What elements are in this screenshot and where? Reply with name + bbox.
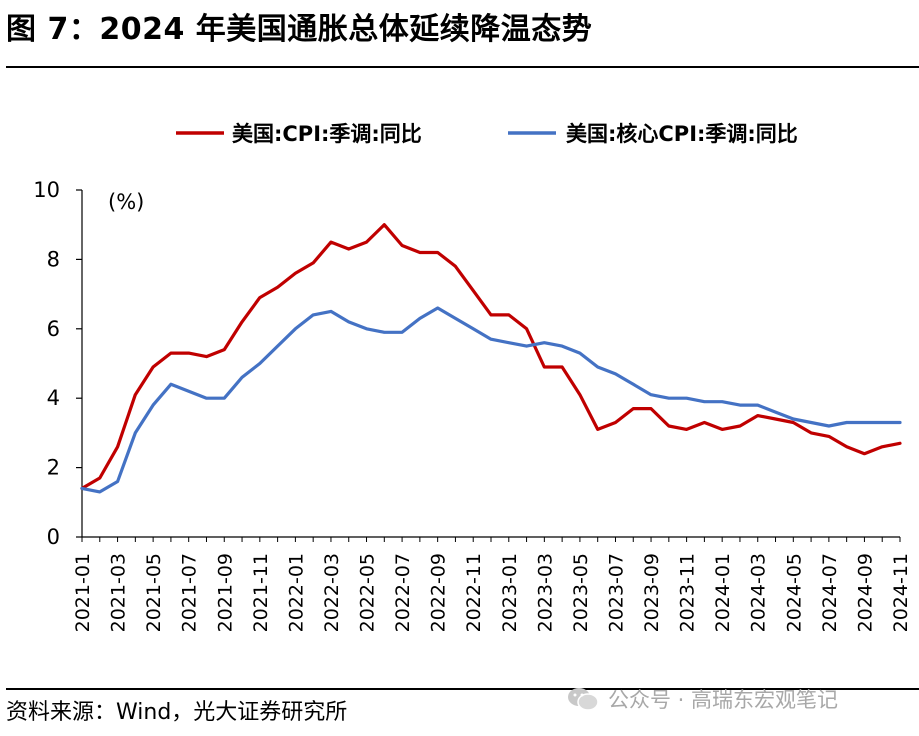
top-rule bbox=[6, 66, 919, 68]
legend-label-core-cpi: 美国:核心CPI:季调:同比 bbox=[566, 122, 798, 146]
chart-legend: 美国:CPI:季调:同比 美国:核心CPI:季调:同比 bbox=[176, 122, 798, 146]
x-tick-label: 2023-01 bbox=[499, 553, 521, 632]
x-tick-label: 2021-01 bbox=[72, 553, 94, 632]
chart-series bbox=[80, 223, 902, 494]
x-tick-label: 2021-07 bbox=[179, 553, 201, 632]
x-tick-label: 2022-03 bbox=[321, 553, 343, 632]
y-tick-label: 6 bbox=[47, 317, 60, 341]
x-tick-label: 2022-09 bbox=[428, 553, 450, 632]
x-tick-label: 2024-05 bbox=[783, 553, 805, 632]
y-unit-label: (%) bbox=[108, 190, 144, 214]
x-tick-label: 2021-05 bbox=[143, 553, 165, 632]
source-note: 资料来源：Wind，光大证券研究所 bbox=[6, 700, 348, 725]
y-tick-label: 4 bbox=[47, 386, 60, 410]
x-tick-label: 2024-07 bbox=[819, 553, 841, 632]
watermark: 公众号 · 高瑞东宏观笔记 bbox=[566, 684, 838, 714]
x-tick-label: 2022-01 bbox=[285, 553, 307, 632]
y-tick-label: 0 bbox=[47, 525, 60, 549]
x-tick-label: 2024-03 bbox=[748, 553, 770, 632]
x-tick-label: 2022-11 bbox=[463, 553, 485, 632]
y-tick-label: 10 bbox=[33, 178, 60, 202]
x-tick-label: 2021-09 bbox=[214, 553, 236, 632]
x-tick-label: 2024-11 bbox=[890, 553, 912, 632]
wechat-icon bbox=[568, 688, 599, 711]
y-tick-label: 2 bbox=[47, 456, 60, 480]
legend-label-cpi: 美国:CPI:季调:同比 bbox=[232, 122, 422, 146]
bottom-rule bbox=[6, 688, 919, 690]
core-cpi-series-line bbox=[80, 306, 902, 494]
figure-title: 图 7：2024 年美国通胀总体延续降温态势 bbox=[6, 12, 593, 47]
x-tick-label: 2023-09 bbox=[641, 553, 663, 632]
y-tick-label: 8 bbox=[47, 247, 60, 271]
line-chart: 美国:CPI:季调:同比 美国:核心CPI:季调:同比 0 2 4 6 8 10 (%) 202… bbox=[33, 122, 912, 632]
x-tick-label: 2024-09 bbox=[854, 553, 876, 632]
x-tick-label: 2023-05 bbox=[570, 553, 592, 632]
x-tick-label: 2023-07 bbox=[605, 553, 627, 632]
x-tick-label: 2022-05 bbox=[357, 553, 379, 632]
x-tick-label: 2021-11 bbox=[250, 553, 272, 632]
x-tick-label: 2021-03 bbox=[108, 553, 130, 632]
x-tick-label: 2023-11 bbox=[677, 553, 699, 632]
cpi-series-line bbox=[80, 223, 902, 490]
x-tick-label: 2022-07 bbox=[392, 553, 414, 632]
watermark-text: 公众号 · 高瑞东宏观笔记 bbox=[608, 688, 839, 712]
x-tick-label: 2023-03 bbox=[534, 553, 556, 632]
chart-axes: 0 2 4 6 8 10 (%) 2021-01 2021-03 2021-05 2021-07 20… bbox=[33, 178, 912, 632]
x-tick-label: 2024-01 bbox=[712, 553, 734, 632]
